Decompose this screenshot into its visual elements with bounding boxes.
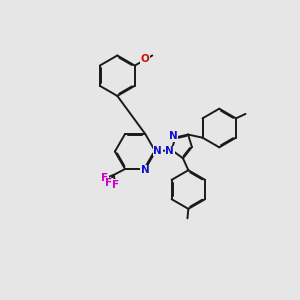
Text: F: F [101, 173, 108, 183]
Text: N: N [153, 146, 162, 156]
Text: N: N [165, 146, 174, 156]
Text: N: N [169, 131, 178, 141]
Text: N: N [141, 166, 149, 176]
Text: F: F [112, 180, 119, 190]
Text: F: F [105, 178, 112, 188]
Text: O: O [140, 54, 149, 64]
